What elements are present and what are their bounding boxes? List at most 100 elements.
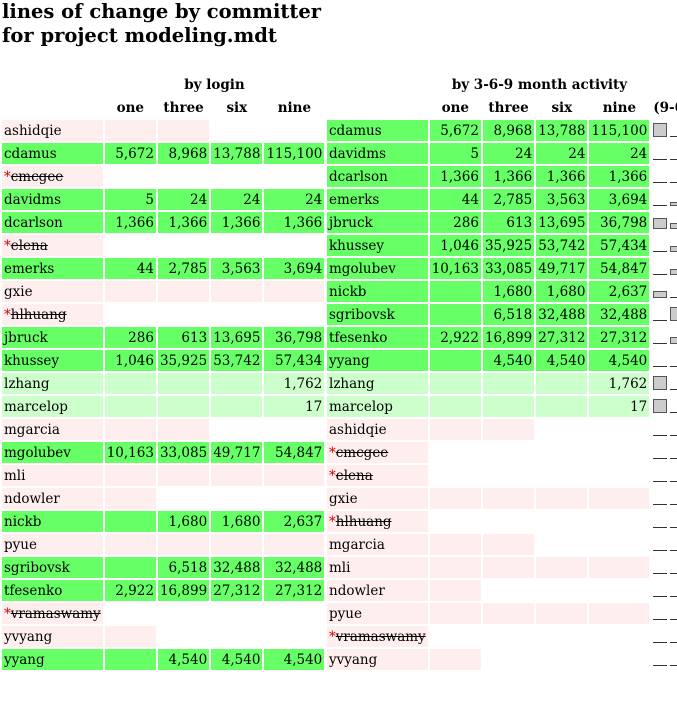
- committer-name: vramaswamy: [335, 628, 426, 645]
- trend-bar: [670, 223, 677, 229]
- value-cell-one: [104, 465, 156, 486]
- value-cell-one: [104, 511, 156, 532]
- value-cell-three: 33,085: [482, 258, 535, 279]
- committer-name: nickb: [329, 283, 367, 300]
- value-cell-one: [429, 465, 481, 486]
- table-row: lzhang 1,762: [327, 373, 677, 394]
- value-cell-nine: 36,798: [264, 327, 325, 348]
- value-cell-one: [429, 419, 481, 440]
- activity-table-container: by 3-6-9 month activity one three six nine (…: [325, 72, 677, 672]
- trend-sparkline: [653, 626, 677, 643]
- committer-name: lzhang: [4, 375, 50, 392]
- value-cell-one: [104, 649, 156, 670]
- table-row: tfesenko 2,922 16,899 27,312 27,312: [2, 580, 325, 601]
- committer-cell: davidms: [327, 143, 428, 164]
- trend-cell: [651, 373, 677, 394]
- trend-bar: [670, 246, 677, 252]
- value-cell-nine: [589, 465, 650, 486]
- value-cell-nine: [264, 120, 325, 141]
- trend-sparkline: [653, 465, 677, 482]
- value-cell-six: [211, 120, 263, 141]
- trend-bar: [670, 159, 677, 160]
- trend-cell: [651, 442, 677, 463]
- committer-cell: lzhang: [2, 373, 103, 394]
- trend-bar: [670, 136, 677, 137]
- committer-cell: emerks: [327, 189, 428, 210]
- trend-sparkline: [653, 304, 677, 321]
- value-cell-three: [157, 488, 210, 509]
- value-cell-nine: 17: [589, 396, 650, 417]
- value-cell-one: [104, 557, 156, 578]
- committer-cell: pyue: [327, 603, 428, 624]
- table-row: gxie: [327, 488, 677, 509]
- table-row: gxie: [2, 281, 325, 302]
- committer-cell: yvyang: [327, 649, 428, 670]
- table-row: mgarcia: [327, 534, 677, 555]
- value-cell-six: [211, 166, 263, 187]
- value-cell-one: 44: [429, 189, 481, 210]
- trend-bar: [653, 619, 668, 620]
- trend-bar: [653, 343, 668, 344]
- table-row: pyue: [2, 534, 325, 555]
- value-cell-nine: 36,798: [589, 212, 650, 233]
- removed-marker-icon: *: [4, 306, 11, 323]
- trend-bar: [670, 504, 677, 505]
- table-row: nickb 1,680 1,680 2,637: [327, 281, 677, 302]
- value-cell-three: 16,899: [482, 327, 535, 348]
- value-cell-nine: 1,366: [589, 166, 650, 187]
- trend-bar: [670, 619, 677, 620]
- table-row: sgribovsk 6,518 32,488 32,488: [327, 304, 677, 325]
- value-cell-nine: [589, 557, 650, 578]
- committer-cell: cdamus: [327, 120, 428, 141]
- trend-sparkline: [653, 580, 677, 597]
- value-cell-nine: 4,540: [264, 649, 325, 670]
- trend-sparkline: [653, 396, 677, 413]
- value-cell-one: 286: [104, 327, 156, 348]
- value-cell-one: 1,366: [104, 212, 156, 233]
- committer-name: jbruck: [329, 214, 373, 231]
- value-cell-six: [211, 281, 263, 302]
- value-cell-one: 5: [104, 189, 156, 210]
- value-cell-one: [104, 120, 156, 141]
- value-cell-six: [211, 373, 263, 394]
- column-header-nine: nine: [602, 99, 637, 116]
- table-row: *elena: [327, 465, 677, 486]
- value-cell-nine: 54,847: [589, 258, 650, 279]
- value-cell-one: 10,163: [429, 258, 481, 279]
- trend-bar: [653, 218, 668, 229]
- committer-name: jbruck: [4, 329, 48, 346]
- value-cell-six: 32,488: [211, 557, 263, 578]
- value-cell-one: 2,922: [429, 327, 481, 348]
- table-row: *cmcgee: [327, 442, 677, 463]
- value-cell-one: [429, 350, 481, 371]
- value-cell-one: [104, 304, 156, 325]
- committer-cell: mgolubev: [327, 258, 428, 279]
- trend-bar: [670, 642, 677, 643]
- value-cell-one: 1,366: [429, 166, 481, 187]
- value-cell-one: [429, 373, 481, 394]
- value-cell-nine: [264, 465, 325, 486]
- value-cell-nine: [589, 488, 650, 509]
- value-cell-three: 1,680: [157, 511, 210, 532]
- activity-table: by 3-6-9 month activity one three six nine (…: [325, 72, 677, 672]
- trend-cell: [651, 534, 677, 555]
- value-cell-nine: [264, 534, 325, 555]
- committer-cell: yvyang: [2, 626, 103, 647]
- value-cell-six: [536, 580, 588, 601]
- table-row: ndowler: [327, 580, 677, 601]
- value-cell-nine: [589, 580, 650, 601]
- trend-bar: [653, 642, 668, 643]
- value-cell-three: 1,680: [482, 281, 535, 302]
- value-cell-nine: 57,434: [589, 235, 650, 256]
- trend-bar: [653, 251, 668, 252]
- value-cell-six: [536, 649, 588, 670]
- committer-cell: khussey: [327, 235, 428, 256]
- committer-cell: *cmcgee: [2, 166, 103, 187]
- trend-cell: [651, 626, 677, 647]
- trend-cell: [651, 488, 677, 509]
- table-row: mgarcia: [2, 419, 325, 440]
- value-cell-three: [482, 396, 535, 417]
- committer-cell: pyue: [2, 534, 103, 555]
- committer-name: ndowler: [4, 490, 60, 507]
- value-cell-nine: [589, 626, 650, 647]
